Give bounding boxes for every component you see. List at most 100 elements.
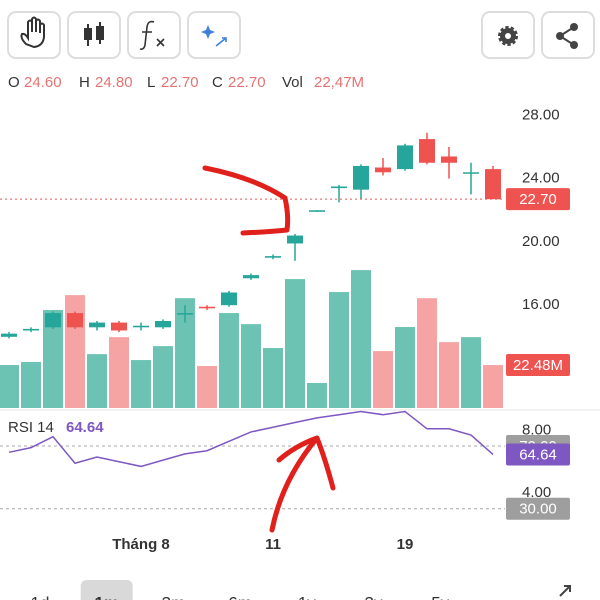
plot: 28.0024.0020.0016.0022.48M22.708.004.007… bbox=[0, 106, 600, 600]
red-arrow bbox=[269, 435, 336, 533]
timeframe-option[interactable]: 3y bbox=[365, 593, 383, 600]
candle-body bbox=[265, 256, 281, 258]
candle-body bbox=[89, 322, 105, 328]
x-tick-label: 19 bbox=[397, 536, 414, 553]
volume-bar bbox=[241, 324, 261, 408]
toolbar bbox=[7, 11, 595, 59]
timeframe-option[interactable]: 5y bbox=[431, 593, 449, 600]
y-tick-label: 16.00 bbox=[522, 296, 560, 313]
last-price-label-bg bbox=[506, 188, 570, 211]
candle-body bbox=[485, 169, 501, 200]
volume-bar bbox=[395, 327, 415, 408]
sparkle-icon bbox=[201, 25, 215, 39]
rsi-line bbox=[8, 410, 494, 468]
candle-body bbox=[287, 235, 303, 244]
candle-body bbox=[23, 328, 39, 331]
volume-bar bbox=[131, 360, 151, 408]
hand-icon bbox=[20, 16, 45, 49]
ohlc-label: H bbox=[79, 74, 90, 91]
y-tick-label: 28.00 bbox=[522, 106, 560, 123]
ohlc-label: L bbox=[147, 74, 155, 91]
volume-bar bbox=[175, 298, 195, 408]
volume-bar bbox=[0, 365, 19, 408]
rsi-level-label: 30.00 bbox=[519, 501, 557, 518]
volume-bar bbox=[109, 337, 129, 408]
timeframe-option[interactable]: 1m bbox=[94, 593, 119, 600]
ai-button[interactable] bbox=[187, 11, 241, 59]
candle-icon-body bbox=[96, 26, 104, 40]
volume-bar bbox=[43, 310, 63, 408]
rsi-level-label-bg bbox=[506, 497, 570, 520]
ohlc-value: 24.80 bbox=[95, 74, 133, 91]
y-tick-label: 20.00 bbox=[522, 233, 560, 250]
x-tick-label: 11 bbox=[265, 536, 281, 553]
ohlc-value: 22.70 bbox=[228, 74, 266, 91]
rsi-value: 64.64 bbox=[66, 419, 104, 436]
timeframe-option[interactable]: 1y bbox=[298, 593, 316, 600]
candle-body bbox=[441, 156, 457, 163]
rsi-value-label-bg bbox=[506, 443, 570, 466]
share-button[interactable] bbox=[541, 11, 595, 59]
rsi-tick-label: 4.00 bbox=[522, 484, 551, 501]
volume-label: 22.48M bbox=[513, 357, 563, 374]
ohlc-bar: O 24.60 H 24.80 L 22.70 C 22.70 Vol 22,4… bbox=[8, 74, 364, 91]
volume-bar bbox=[219, 313, 239, 408]
volume-bar bbox=[461, 337, 481, 408]
candle-body bbox=[45, 313, 61, 328]
share-dot bbox=[570, 23, 578, 31]
candle-body bbox=[1, 333, 17, 337]
hand-tool-button[interactable] bbox=[7, 11, 61, 59]
gear-hole bbox=[505, 33, 511, 39]
candle-body bbox=[419, 139, 435, 163]
volume-bar bbox=[351, 270, 371, 408]
volume-bar bbox=[285, 279, 305, 408]
ohlc-value: 22,47M bbox=[314, 74, 364, 91]
candle-body bbox=[155, 320, 171, 328]
timeframe-option[interactable]: 3m bbox=[162, 593, 186, 600]
rsi-name: RSI 14 bbox=[8, 419, 54, 436]
x-tick-label: Tháng 8 bbox=[112, 536, 170, 553]
volume-bar bbox=[417, 298, 437, 408]
red-arrow bbox=[202, 165, 291, 236]
candle-body bbox=[221, 292, 237, 306]
candle-body bbox=[199, 306, 215, 309]
candle-body bbox=[111, 322, 127, 331]
volume-bar bbox=[197, 365, 217, 408]
timeframe-option[interactable]: 1d bbox=[31, 593, 50, 600]
candle-body bbox=[331, 186, 347, 189]
candle-body bbox=[397, 145, 413, 170]
ohlc-label: C bbox=[212, 74, 223, 91]
ohlc-value: 22.70 bbox=[161, 74, 199, 91]
volume-bar bbox=[483, 365, 503, 408]
candle-body bbox=[463, 172, 479, 174]
candle-body bbox=[375, 167, 391, 173]
share-dot bbox=[570, 41, 578, 49]
volume-bar bbox=[153, 346, 173, 408]
ohlc-label: Vol bbox=[282, 74, 303, 91]
volume-label-bg bbox=[506, 354, 570, 376]
candle-body bbox=[243, 275, 259, 279]
indicator-button[interactable] bbox=[127, 11, 181, 59]
function-icon bbox=[139, 20, 165, 50]
rsi-tick-label: 8.00 bbox=[522, 421, 551, 438]
candle-body bbox=[177, 313, 193, 315]
candle-type-button[interactable] bbox=[67, 11, 121, 59]
volume-bar bbox=[307, 382, 327, 408]
volume-bar bbox=[21, 361, 41, 408]
candle-body bbox=[67, 313, 83, 328]
candle-body bbox=[133, 325, 149, 328]
volume-bar bbox=[329, 292, 349, 408]
share-dot bbox=[556, 32, 564, 40]
last-price-label: 22.70 bbox=[519, 191, 557, 208]
ohlc-label: O bbox=[8, 74, 20, 91]
volume-bar bbox=[373, 351, 393, 408]
timeframe-option[interactable]: 6m bbox=[228, 593, 252, 600]
annotations bbox=[202, 165, 336, 533]
expand-icon bbox=[559, 585, 571, 597]
volume-bar bbox=[87, 354, 107, 408]
candle-body bbox=[309, 210, 325, 212]
trend-icon bbox=[215, 37, 227, 47]
volume-bar bbox=[439, 342, 459, 408]
